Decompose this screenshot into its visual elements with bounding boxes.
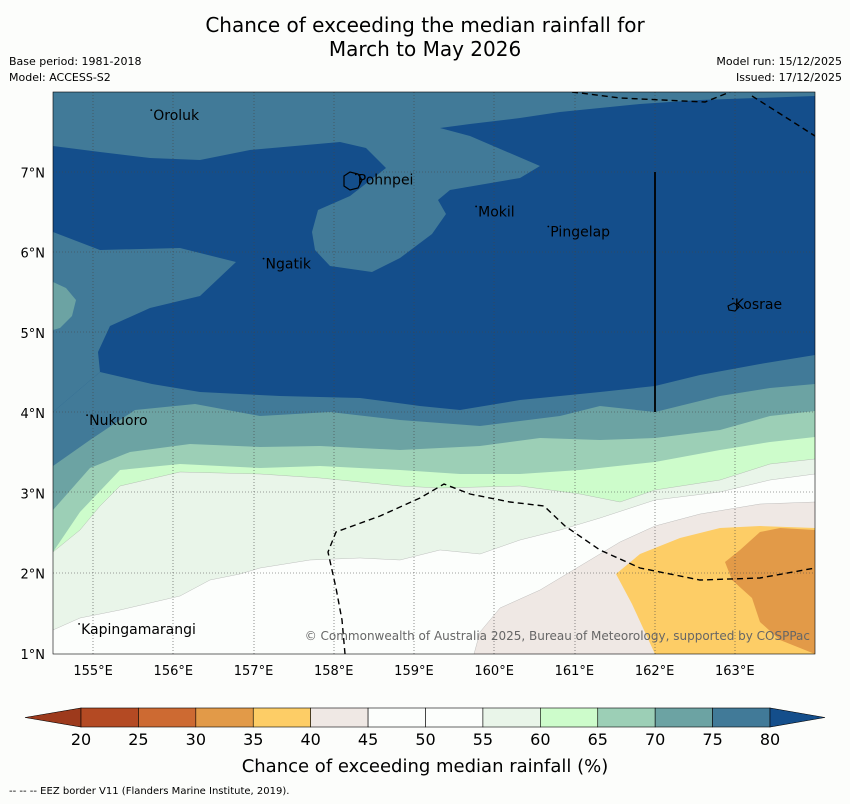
place-labels: Oroluk Pohnpei Mokil Pingelap Ngatik Kosrae Nu… bbox=[78, 108, 782, 638]
colorbar-over-arrow bbox=[769, 707, 826, 728]
lon-tick-label: 157°E bbox=[234, 664, 274, 679]
graticule bbox=[53, 92, 815, 654]
band-75-80-west bbox=[53, 232, 236, 412]
probability-field bbox=[53, 92, 815, 654]
place-label: Kapingamarangi bbox=[81, 622, 196, 638]
colorbar-tick-label: 35 bbox=[243, 730, 263, 749]
colorbar-segment bbox=[195, 707, 254, 728]
band-30-35 bbox=[725, 528, 815, 654]
colorbar-tick-label: 25 bbox=[128, 730, 148, 749]
place-label: Kosrae bbox=[735, 297, 782, 313]
colorbar-segment bbox=[597, 707, 656, 728]
band-75-80-north bbox=[53, 92, 815, 272]
place-label: Ngatik bbox=[266, 257, 312, 273]
lat-tick-label: 3°N bbox=[21, 487, 46, 502]
eez-border bbox=[327, 92, 815, 654]
colorbar-tick-label: 50 bbox=[415, 730, 435, 749]
colorbar-segment bbox=[482, 707, 541, 728]
colorbar-segment bbox=[712, 707, 771, 728]
lon-tick-label: 160°E bbox=[474, 664, 514, 679]
lat-tick-label: 5°N bbox=[21, 327, 46, 342]
colorbar-segment bbox=[310, 707, 369, 728]
issued-text: Issued: 17/12/2025 bbox=[735, 71, 842, 84]
map-title-line1: Chance of exceeding the median rainfall … bbox=[205, 13, 645, 37]
map-frame bbox=[52, 91, 816, 655]
place-marker bbox=[86, 414, 88, 417]
longitude-labels: 155°E 156°E 157°E 158°E 159°E 160°E 161°E 162°E… bbox=[73, 664, 754, 679]
colorbar-segment bbox=[252, 707, 311, 728]
colorbar-segment bbox=[654, 707, 713, 728]
place-marker bbox=[547, 225, 550, 228]
lon-tick-label: 158°E bbox=[314, 664, 354, 679]
place-label: Oroluk bbox=[153, 108, 200, 124]
colorbar-segment bbox=[138, 707, 197, 728]
colorbar: 20 25 30 35 40 45 50 55 60 65 70 75 80 bbox=[24, 707, 826, 749]
place-label: Nukuoro bbox=[89, 413, 147, 429]
place-label: Pingelap bbox=[550, 225, 610, 241]
lon-tick-label: 156°E bbox=[154, 664, 194, 679]
place-label: Mokil bbox=[478, 204, 515, 220]
place-marker bbox=[262, 257, 265, 260]
colorbar-tick-label: 30 bbox=[186, 730, 206, 749]
lat-tick-label: 4°N bbox=[21, 407, 46, 422]
colorbar-tick-label: 65 bbox=[588, 730, 608, 749]
colorbar-segment bbox=[367, 707, 426, 728]
place-marker bbox=[78, 623, 80, 625]
colorbar-segment bbox=[80, 707, 139, 728]
base-period-text: Base period: 1981-2018 bbox=[9, 55, 142, 68]
colorbar-under-arrow bbox=[24, 707, 82, 728]
place-marker bbox=[150, 109, 153, 111]
lat-tick-label: 6°N bbox=[21, 247, 46, 262]
colorbar-tick-label: 60 bbox=[530, 730, 550, 749]
lon-tick-label: 159°E bbox=[394, 664, 434, 679]
place-label: Pohnpei bbox=[358, 172, 414, 188]
colorbar-tick-label: 45 bbox=[358, 730, 378, 749]
colorbar-tick-label: 40 bbox=[300, 730, 320, 749]
kosrae-island bbox=[727, 302, 740, 312]
copyright-text: © Commonwealth of Australia 2025, Bureau… bbox=[305, 629, 810, 643]
place-marker bbox=[731, 297, 734, 300]
lon-tick-label: 161°E bbox=[555, 664, 595, 679]
colorbar-tick-label: 80 bbox=[760, 730, 780, 749]
colorbar-segment bbox=[425, 707, 484, 728]
colorbar-tick-label: 20 bbox=[71, 730, 91, 749]
model-run-text: Model run: 15/12/2025 bbox=[716, 55, 842, 68]
colorbar-tick-label: 55 bbox=[473, 730, 493, 749]
lon-tick-label: 163°E bbox=[715, 664, 755, 679]
model-text: Model: ACCESS-S2 bbox=[9, 71, 111, 84]
lat-tick-label: 2°N bbox=[21, 568, 46, 583]
band-70-75-west bbox=[53, 282, 76, 330]
pohnpei-island bbox=[343, 171, 363, 191]
lat-tick-label: 7°N bbox=[21, 166, 46, 181]
eez-footnote: -- -- -- EEZ border V11 (Flanders Marine… bbox=[9, 786, 290, 797]
latitude-labels: 1°N 2°N 3°N 4°N 5°N 6°N 7°N bbox=[21, 166, 46, 663]
lon-tick-label: 162°E bbox=[635, 664, 675, 679]
lat-tick-label: 1°N bbox=[21, 648, 46, 663]
place-marker bbox=[354, 173, 357, 176]
colorbar-segment bbox=[540, 707, 599, 728]
colorbar-label: Chance of exceeding median rainfall (%) bbox=[242, 756, 609, 777]
place-marker bbox=[475, 205, 478, 208]
lon-tick-label: 155°E bbox=[73, 664, 113, 679]
map-title-line2: March to May 2026 bbox=[328, 37, 522, 61]
colorbar-tick-label: 70 bbox=[645, 730, 665, 749]
colorbar-tick-label: 75 bbox=[702, 730, 722, 749]
